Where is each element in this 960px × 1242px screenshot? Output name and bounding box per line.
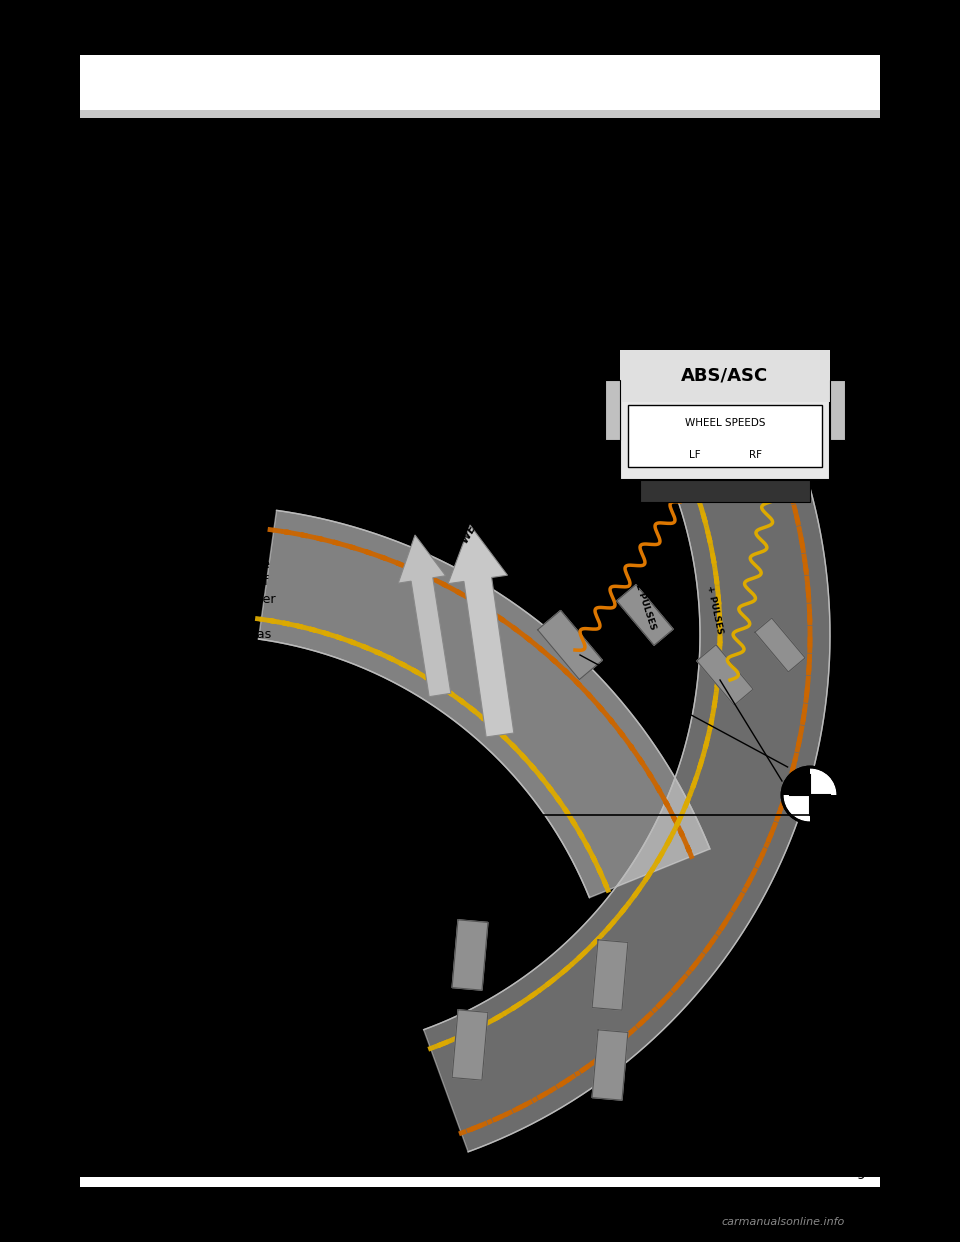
Bar (80, 1159, 335, 1177)
Text: 9: 9 (856, 1167, 865, 1182)
Circle shape (782, 768, 838, 823)
Text: As the vehicle enters a curve, the weight of the car shifts to the outside of th: As the vehicle enters a curve, the weigh… (98, 240, 681, 323)
Text: The ASC control module
monitors the speed signals
from all four wheels to
determ: The ASC control module monitors the spee… (98, 735, 272, 818)
Text: WHEEL SPEEDS: WHEEL SPEEDS (684, 419, 765, 428)
Text: CORNER BRAKING CONTROL (CBC): CORNER BRAKING CONTROL (CBC) (98, 130, 499, 150)
Wedge shape (782, 768, 810, 795)
Polygon shape (697, 645, 754, 705)
Polygon shape (538, 611, 602, 679)
Bar (605, 380, 620, 440)
Text: + PULSES: + PULSES (705, 585, 724, 636)
Text: Corner Braking Control (CBC) was an additional feature first added to the ASC/5 : Corner Braking Control (CBC) was an addi… (98, 170, 677, 200)
Bar (80, 55, 880, 111)
Polygon shape (452, 1010, 488, 1081)
Polygon shape (755, 619, 805, 672)
Text: With a CBC equipped sys-
tem, the feature regulates
the apply pressure to the
wh: With a CBC equipped sys- tem, the featur… (98, 383, 276, 676)
Polygon shape (616, 585, 673, 646)
Polygon shape (592, 1030, 628, 1100)
Text: RF: RF (749, 450, 761, 460)
Bar (628, 405, 822, 467)
Bar (640, 479, 810, 502)
Bar (80, 1177, 880, 1187)
FancyArrow shape (448, 525, 514, 737)
Bar (620, 350, 830, 402)
Text: WEIGHT OF CAR: WEIGHT OF CAR (460, 458, 516, 545)
Wedge shape (810, 795, 838, 823)
Text: LF: LF (689, 450, 701, 460)
Text: ABS/ASC: ABS/ASC (682, 366, 769, 385)
Text: carmanualsonline.info: carmanualsonline.info (722, 1217, 845, 1227)
Bar (620, 350, 830, 479)
FancyArrow shape (398, 535, 451, 697)
Polygon shape (423, 447, 830, 1151)
Bar (80, 111, 880, 118)
Bar (830, 380, 845, 440)
Polygon shape (592, 940, 628, 1010)
Text: ++ 2 PULSES: ++ 2 PULSES (628, 565, 658, 631)
Polygon shape (452, 920, 488, 990)
Polygon shape (258, 510, 710, 898)
Text: This is a feature found on
vehicles equipped with the
Dynamic Stability Control
: This is a feature found on vehicles equi… (98, 845, 271, 963)
